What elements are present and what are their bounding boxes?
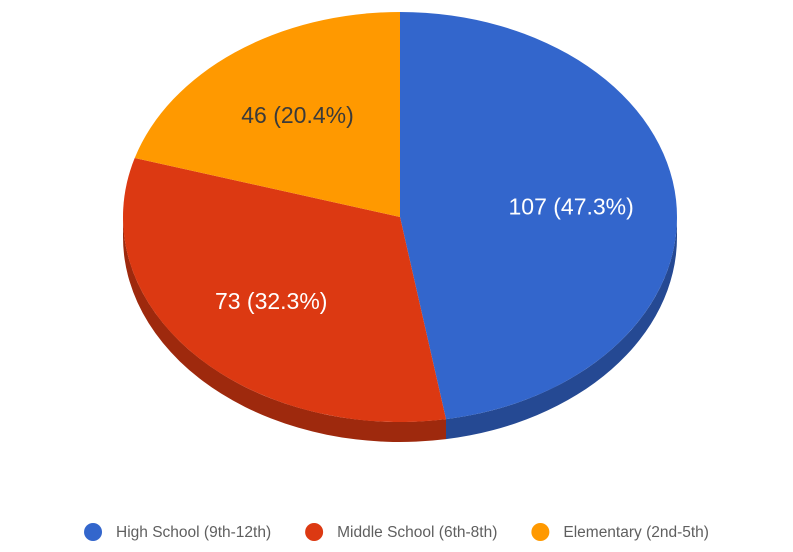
pie-slice-elementary-2nd-5th[interactable] — [134, 12, 400, 217]
legend-item-middle-school-6th-8th[interactable]: Middle School (6th-8th) — [305, 523, 497, 541]
pie-depth — [123, 217, 677, 442]
legend-label: Elementary (2nd-5th) — [563, 524, 709, 541]
legend-marker — [84, 523, 103, 541]
data-label-high-school-9th-12th: 107 (47.3%) — [508, 193, 633, 219]
legend-item-high-school-9th-12th[interactable]: High School (9th-12th) — [84, 523, 271, 541]
data-label-middle-school-6th-8th: 73 (32.3%) — [215, 288, 328, 314]
legend-item-elementary-2nd-5th[interactable]: Elementary (2nd-5th) — [531, 523, 709, 541]
legend-label: High School (9th-12th) — [116, 524, 271, 541]
pie-side-high-school-9th-12th — [445, 217, 677, 440]
legend-marker — [305, 523, 324, 541]
pie-data-labels: 107 (47.3%) 73 (32.3%) 46 (20.4%) — [215, 102, 634, 314]
pie-slice-high-school-9th-12th[interactable] — [400, 12, 678, 420]
legend-label: Middle School (6th-8th) — [337, 524, 497, 541]
legend-marker — [531, 523, 550, 541]
pie-top — [123, 12, 678, 422]
legend: High School (9th-12th) Middle School (6th… — [84, 523, 709, 541]
data-label-elementary-2nd-5th: 46 (20.4%) — [241, 102, 354, 128]
pie-slice-middle-school-6th-8th[interactable] — [123, 158, 446, 422]
